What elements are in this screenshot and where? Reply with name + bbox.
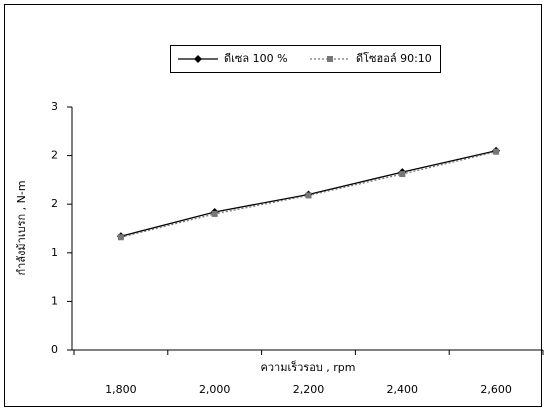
y-tick-label: 1 xyxy=(51,246,58,259)
y-axis-label: กำลังม้าเบรก , N-m xyxy=(15,180,28,275)
y-tick-label: 0 xyxy=(51,343,58,356)
x-tick-label: 2,400 xyxy=(387,383,419,396)
legend-label: ดีโซฮอล์ 90:10 xyxy=(356,51,432,65)
legend-label: ดีเซล 100 % xyxy=(224,52,288,65)
point xyxy=(117,234,124,241)
legend-marker xyxy=(194,55,202,63)
y-tick-label: 1 xyxy=(51,294,58,307)
x-axis-label: ความเร็วรอบ , rpm xyxy=(260,360,355,374)
x-tick-label: 2,000 xyxy=(199,383,231,396)
y-tick-label: 3 xyxy=(51,100,58,113)
x-tick-label: 1,800 xyxy=(105,383,137,396)
point xyxy=(493,148,500,155)
y-tick-label: 2 xyxy=(51,197,58,210)
point xyxy=(399,171,406,178)
point xyxy=(211,210,218,217)
point xyxy=(305,192,312,199)
legend-marker xyxy=(327,56,333,62)
x-tick-label: 2,200 xyxy=(293,383,325,396)
y-tick-label: 2 xyxy=(51,149,58,162)
chart-border xyxy=(4,4,542,407)
x-tick-label: 2,600 xyxy=(480,383,512,396)
